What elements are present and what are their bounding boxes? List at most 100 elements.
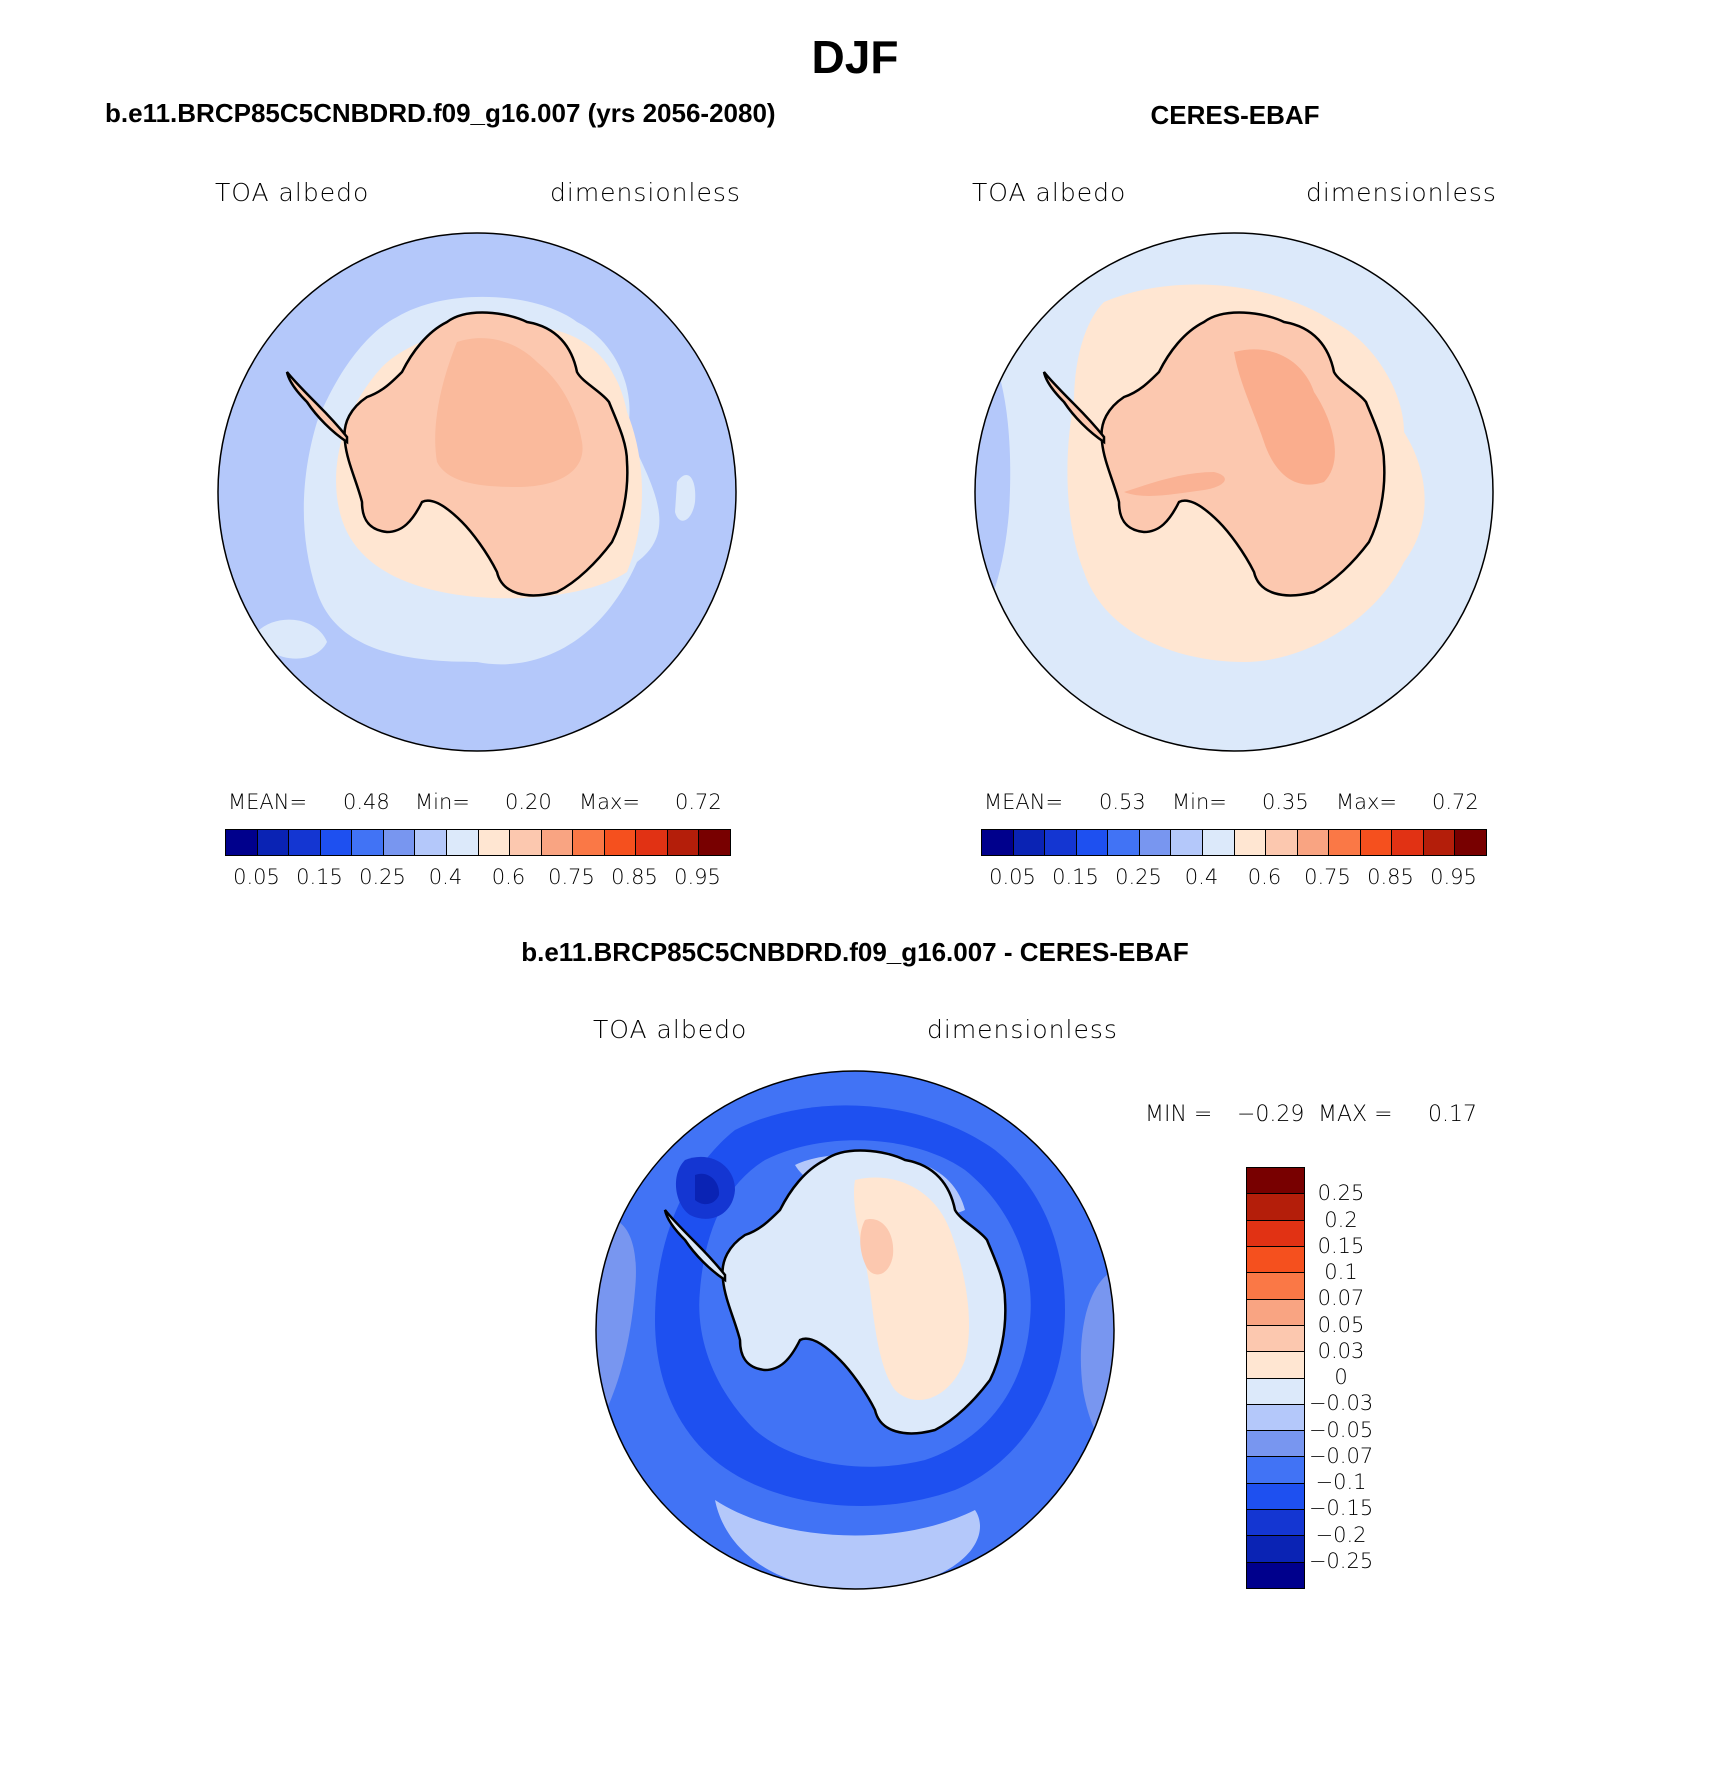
diff-colorbar-tick-label: 0.15 — [1317, 1233, 1365, 1258]
model-colorbar-box — [636, 830, 668, 855]
model-colorbar-box — [383, 830, 416, 855]
obs-colorbar-box — [1297, 830, 1330, 855]
obs-interior-high — [1234, 349, 1335, 485]
model-colorbar-box — [573, 830, 605, 855]
diff-colorbar-box — [1247, 1536, 1304, 1563]
obs-colorbar-box — [1360, 830, 1393, 855]
obs-colorbar-box — [1171, 830, 1203, 855]
diff-pale-south — [715, 1500, 980, 1589]
obs-colorbar-box — [1234, 830, 1267, 855]
diff-colorbar-tick-label: 0.05 — [1317, 1312, 1365, 1337]
diff-colorbar-box — [1247, 1299, 1304, 1326]
diff-colorbar-labels: 0.25 0.2 0.15 0.1 0.07 0.05 0.03 0 −0.03 −0.05 −0.… — [1303, 1167, 1383, 1587]
diff-colorbar-tick-label: −0.2 — [1315, 1522, 1367, 1547]
model-colorbar-tick-label: 0.15 — [296, 865, 343, 889]
obs-colorbar-tick-label: 0.95 — [1430, 865, 1477, 889]
model-max-label: Max= — [579, 790, 641, 814]
model-interior-high — [435, 338, 583, 487]
model-mean-label: MEAN= — [228, 790, 308, 814]
model-colorbar-labels: 0.05 0.15 0.25 0.4 0.6 0.75 0.85 0.95 — [225, 865, 729, 891]
model-colorbar-tick-label: 0.75 — [548, 865, 595, 889]
obs-colorbar-box — [1266, 830, 1298, 855]
diff-stats: MIN = −0.29 MAX = 0.17 — [1145, 1102, 1485, 1128]
model-min-label: Min= — [415, 790, 470, 814]
diff-colorbar-box — [1247, 1404, 1304, 1432]
model-colorbar-tick-label: 0.6 — [491, 865, 526, 889]
model-colorbar-box — [446, 830, 479, 855]
main-title: DJF — [811, 31, 899, 83]
obs-colorbar-tick-label: 0.85 — [1367, 865, 1414, 889]
obs-units-label: dimensionless — [1306, 178, 1497, 207]
diff-colorbar-tick-label: 0.25 — [1317, 1181, 1365, 1206]
model-panel-title: b.e11.BRCP85C5CNBDRD.f09_g16.007 (yrs 20… — [105, 98, 776, 128]
model-colorbar-tick-label: 0.05 — [233, 865, 280, 889]
diff-colorbar-box — [1247, 1510, 1304, 1537]
obs-colorbar-tick-label: 0.4 — [1184, 865, 1219, 889]
obs-colorbar-box — [1108, 830, 1140, 855]
diff-colorbar-tick-label: −0.25 — [1308, 1548, 1374, 1573]
model-colorbar-box — [352, 830, 384, 855]
model-colorbar-box — [320, 830, 353, 855]
model-colorbar-box — [541, 830, 574, 855]
model-colorbar-box — [667, 830, 700, 855]
obs-colorbar-tick-label: 0.15 — [1052, 865, 1099, 889]
diff-colorbar-box — [1247, 1220, 1304, 1247]
diff-colorbar-tick-label: 0.03 — [1317, 1338, 1365, 1363]
diff-colorbar-tick-label: 0 — [1334, 1365, 1348, 1389]
diff-min-label: MIN = — [1145, 1102, 1213, 1127]
model-colorbar-tick-label: 0.85 — [611, 865, 658, 889]
obs-colorbar-box — [1455, 830, 1486, 855]
diff-colorbar-box — [1247, 1168, 1304, 1195]
model-colorbar-box — [257, 830, 290, 855]
diff-colorbar-box — [1247, 1194, 1304, 1221]
obs-colorbar-box — [1329, 830, 1361, 855]
obs-panel-title: CERES-EBAF — [1150, 100, 1320, 130]
diff-colorbar-tick-label: 0.1 — [1324, 1260, 1358, 1284]
diff-colorbar-tick-label: 0.2 — [1324, 1207, 1358, 1232]
obs-max-value: 0.72 — [1432, 790, 1479, 814]
diff-colorbar — [1246, 1167, 1305, 1589]
diff-colorbar-box — [1247, 1457, 1304, 1484]
model-colorbar-box — [226, 830, 258, 855]
diff-max-label: MAX = — [1318, 1102, 1393, 1127]
obs-colorbar-box — [1202, 830, 1235, 855]
diff-outer-light — [596, 1218, 636, 1430]
diff-colorbar-box — [1247, 1325, 1304, 1353]
model-variable-label: TOA albedo — [215, 178, 370, 207]
diff-colorbar-box — [1247, 1273, 1304, 1300]
obs-colorbar-box — [1045, 830, 1077, 855]
obs-stats: MEAN= 0.53 Min= 0.35 Max= 0.72 — [984, 790, 1484, 816]
obs-variable-label: TOA albedo — [972, 178, 1127, 207]
diff-colorbar-box — [1247, 1562, 1304, 1588]
model-polar-map — [217, 232, 737, 752]
obs-colorbar-box — [1013, 830, 1046, 855]
model-units-label: dimensionless — [550, 178, 741, 207]
obs-mean-label: MEAN= — [984, 790, 1064, 814]
diff-colorbar-box — [1247, 1431, 1304, 1458]
diff-max-value: 0.17 — [1428, 1102, 1477, 1127]
diff-peninsula — [663, 1209, 727, 1283]
diff-units-label: dimensionless — [927, 1015, 1118, 1044]
model-colorbar-box — [699, 830, 730, 855]
model-colorbar-box — [478, 830, 511, 855]
diff-colorbar-box — [1247, 1483, 1304, 1511]
obs-colorbar-box — [982, 830, 1014, 855]
model-colorbar-box — [415, 830, 447, 855]
obs-colorbar-box — [1423, 830, 1456, 855]
model-colorbar-tick-label: 0.25 — [359, 865, 406, 889]
obs-min-label: Min= — [1172, 790, 1227, 814]
obs-min-value: 0.35 — [1262, 790, 1309, 814]
model-colorbar-tick-label: 0.4 — [428, 865, 463, 889]
model-sea-ice-patch-east — [675, 474, 696, 521]
diff-variable-label: TOA albedo — [593, 1015, 748, 1044]
diff-colorbar-tick-label: −0.15 — [1308, 1496, 1374, 1521]
model-max-value: 0.72 — [675, 790, 722, 814]
diff-darkest-patch — [695, 1173, 720, 1205]
model-colorbar-box — [604, 830, 637, 855]
diff-polar-map — [595, 1070, 1115, 1590]
obs-colorbar-box — [1076, 830, 1109, 855]
obs-colorbar-tick-label: 0.25 — [1115, 865, 1162, 889]
obs-peninsula — [1042, 371, 1106, 445]
obs-colorbar-labels: 0.05 0.15 0.25 0.4 0.6 0.75 0.85 0.95 — [981, 865, 1485, 891]
obs-colorbar-tick-label: 0.05 — [989, 865, 1036, 889]
